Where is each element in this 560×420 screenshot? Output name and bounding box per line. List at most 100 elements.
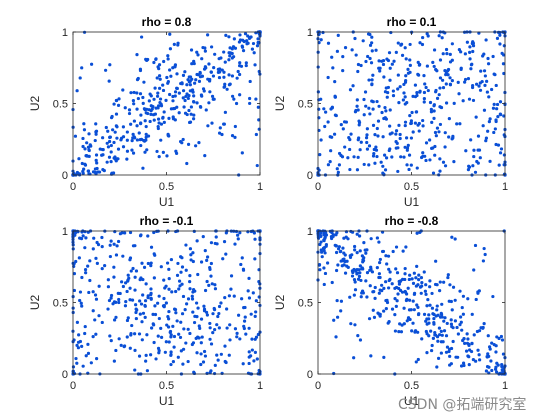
scatter-point [398,132,402,137]
scatter-point [195,101,199,105]
scatter-point [355,98,359,102]
scatter-point [192,371,197,376]
scatter-point [242,306,246,310]
scatter-point [190,62,194,66]
scatter-point [380,283,384,287]
scatter-point [420,337,424,341]
scatter-point [77,256,81,260]
scatter-point [474,359,478,363]
scatter-point [353,323,357,327]
scatter-point [368,284,372,288]
scatter-point [93,293,98,297]
scatter-point [97,314,101,318]
scatter-point [377,59,381,63]
scatter-point [95,261,99,265]
scatter-point [138,312,142,316]
scatter-point [423,289,427,293]
scatter-point [404,57,408,61]
scatter-point [439,105,443,109]
scatter-point [140,320,144,324]
scatter-point [256,37,260,41]
scatter-series [316,229,507,376]
scatter-point [333,113,338,117]
scatter-point [434,333,438,337]
scatter-point [495,107,499,111]
scatter-point [159,138,163,142]
scatter-point [437,130,441,134]
scatter-point [339,309,343,313]
scatter-point [409,119,413,123]
scatter-point [114,315,118,319]
scatter-point [94,132,98,136]
scatter-point [440,333,444,337]
scatter-point [254,132,258,137]
scatter-point [230,56,234,60]
scatter-point [224,252,228,256]
scatter-point [430,120,434,124]
scatter-point [139,122,143,126]
scatter-point [356,62,361,67]
scatter-point [478,81,482,85]
scatter-point [208,90,212,94]
scatter-point [233,135,237,139]
scatter-point [240,44,244,48]
scatter-point [193,314,197,318]
scatter-point [486,62,491,66]
scatter-point [169,350,173,354]
scatter-point [404,74,408,78]
scatter-point [398,322,402,326]
scatter-point [199,260,204,264]
scatter-point [372,315,377,319]
scatter-point [385,57,389,61]
scatter-point [481,326,485,330]
scatter-point [217,311,221,316]
scatter-point [155,94,160,98]
scatter-point [456,332,460,336]
scatter-point [108,254,112,259]
scatter-point [116,147,121,151]
scatter-point [236,233,240,237]
scatter-point [324,243,328,247]
scatter-point [348,147,352,152]
scatter-point [428,158,432,162]
scatter-point [253,350,257,354]
scatter-point [412,291,417,295]
scatter-point [424,85,428,90]
scatter-point [444,101,449,105]
scatter-point [445,321,449,326]
scatter-point [178,335,183,340]
scatter-point [425,351,429,355]
scatter-point [494,365,498,369]
scatter-point [83,162,87,166]
scatter-point [127,111,132,116]
scatter-point [407,153,412,157]
scatter-point [230,51,234,56]
scatter-point [364,104,368,108]
scatter-point [139,302,144,306]
scatter-point [396,73,400,77]
scatter-point [187,108,191,113]
scatter-point [158,77,162,81]
scatter-point [108,63,112,67]
scatter-point [130,148,134,152]
scatter-point [394,304,398,308]
scatter-point [112,102,116,106]
scatter-point [179,270,183,274]
scatter-point [476,290,480,294]
scatter-point [146,296,150,300]
scatter-point [404,79,408,83]
scatter-point [410,329,414,333]
scatter-point [494,142,498,147]
scatter-point [403,289,407,294]
scatter-point [141,101,145,105]
scatter-point [486,56,490,61]
scatter-point [105,141,109,145]
scatter-point [172,307,177,311]
scatter-point [441,160,446,164]
scatter-point [483,252,487,257]
scatter-point [175,86,179,91]
scatter-point [141,277,145,282]
scatter-point [339,249,343,253]
scatter-point [322,238,326,242]
